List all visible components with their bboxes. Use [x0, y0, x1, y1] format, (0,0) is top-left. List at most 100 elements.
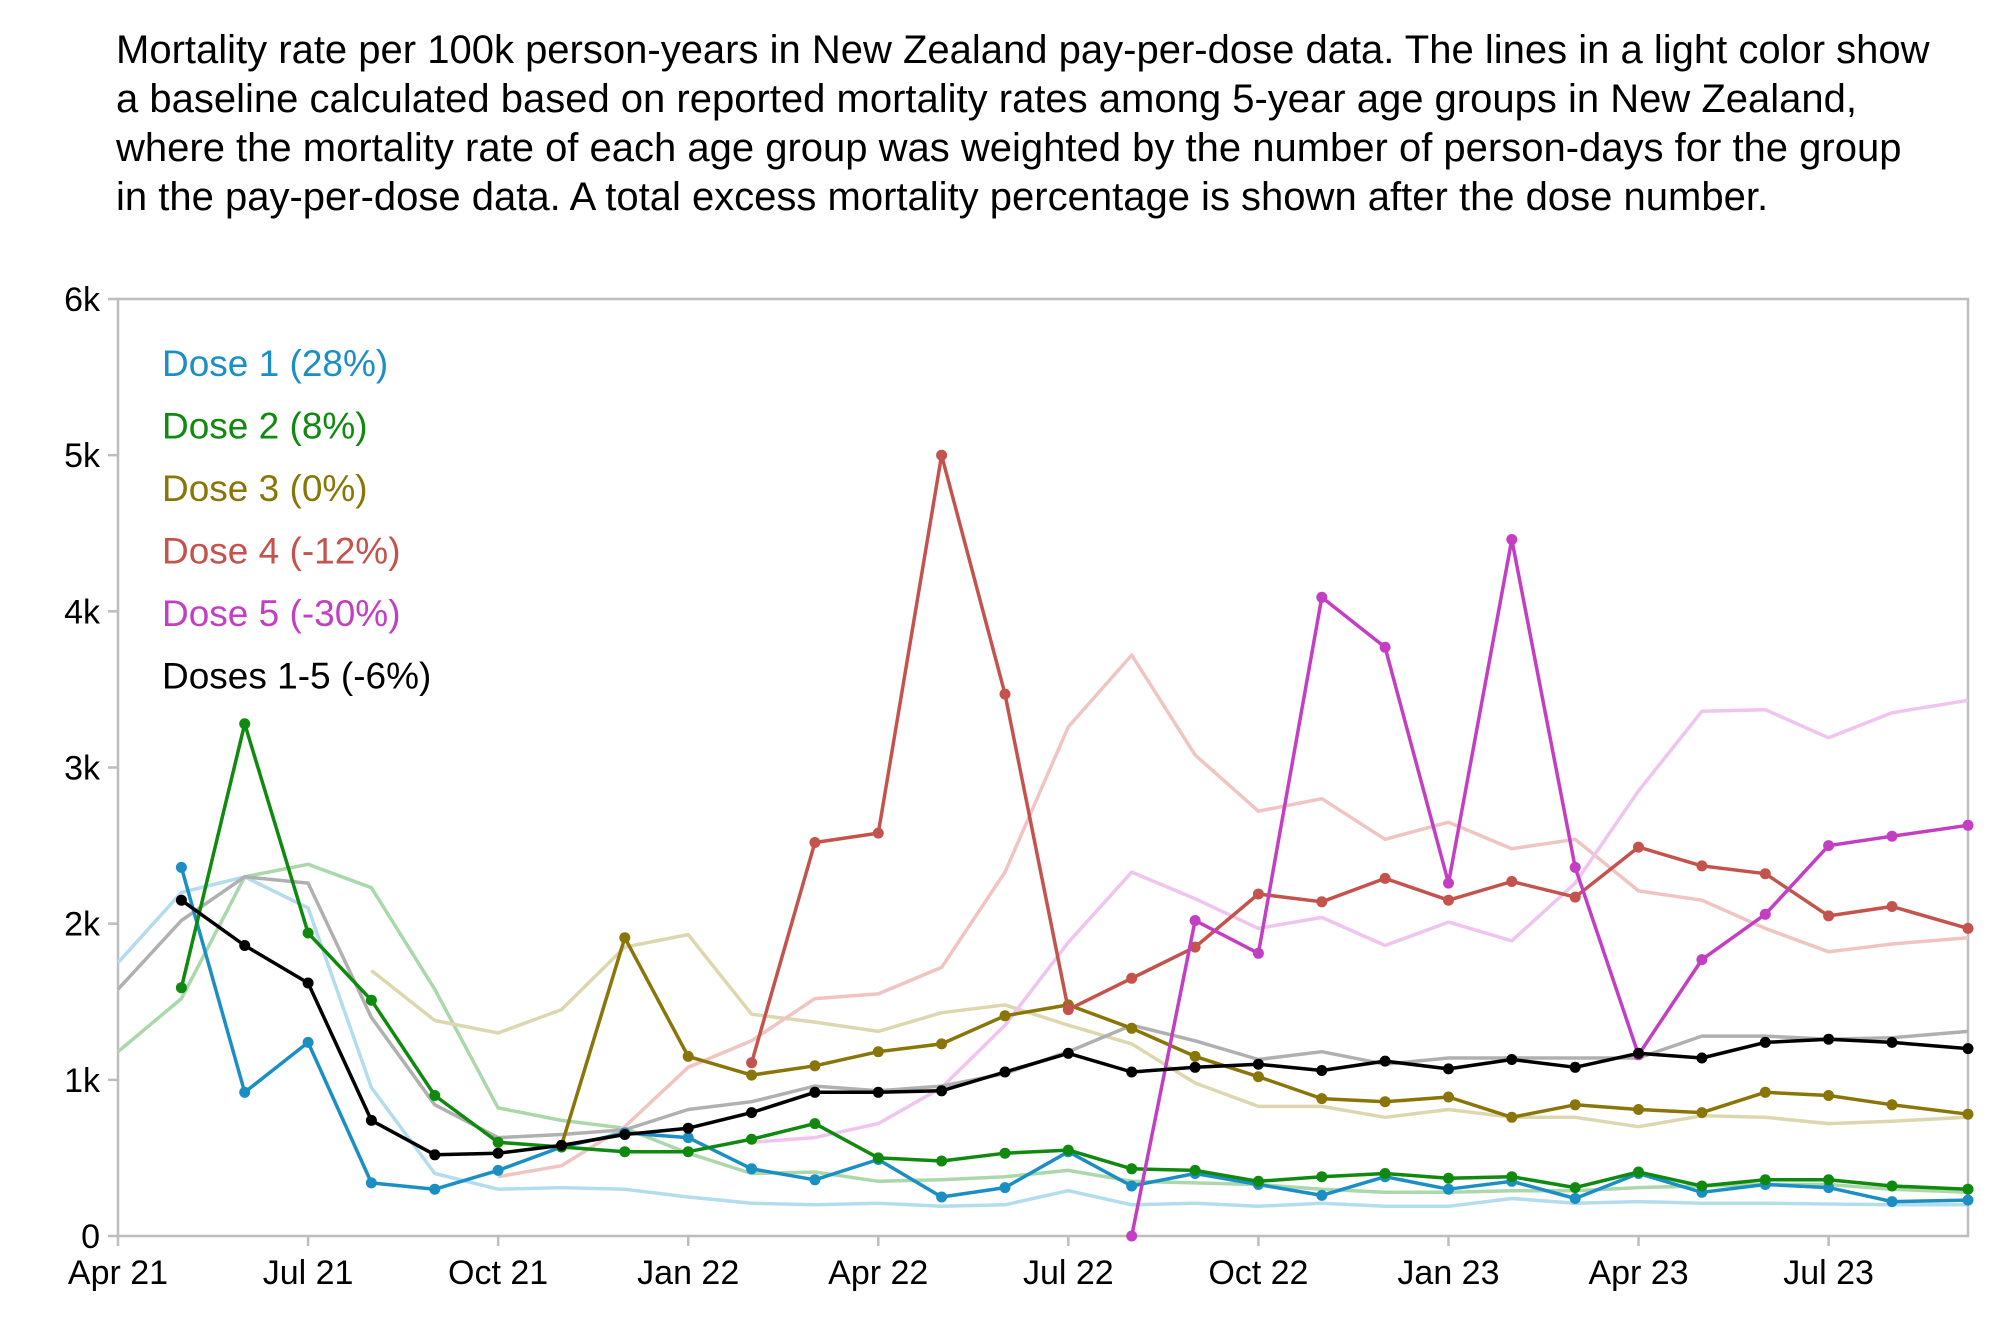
legend: Dose 1 (28%) Dose 2 (8%) Dose 3 (0%) Dose 4… [162, 343, 431, 697]
data-point [936, 449, 948, 461]
y-tick-label: 5k [64, 437, 101, 475]
baseline-line [751, 698, 1969, 1145]
data-point [1252, 1175, 1264, 1187]
legend-entry: Dose 5 (-30%) [162, 593, 401, 634]
data-point [1823, 1182, 1835, 1194]
data-point [1379, 1055, 1391, 1067]
data-point [302, 927, 314, 939]
data-point [302, 977, 314, 989]
data-point [1569, 1061, 1581, 1073]
data-point [1252, 947, 1264, 959]
data-point [1443, 1183, 1454, 1195]
data-point [492, 1147, 504, 1159]
data-point [1569, 1099, 1581, 1111]
data-point [1886, 901, 1898, 912]
data-point [746, 1163, 758, 1175]
data-point [1569, 891, 1581, 903]
data-point [1443, 877, 1454, 889]
data-point [365, 1114, 377, 1126]
data-point [619, 1129, 631, 1140]
legend-entry: Dose 2 (8%) [162, 406, 368, 447]
data-point [999, 1010, 1011, 1022]
data-point [1379, 641, 1391, 653]
data-point [1126, 1163, 1138, 1175]
data-point [1696, 1107, 1708, 1119]
data-point [175, 861, 187, 873]
legend-entry: Dose 3 (0%) [162, 468, 368, 509]
legend-entry: Dose 4 (-12%) [162, 531, 401, 572]
data-point [1506, 876, 1518, 887]
baseline-line [116, 875, 1969, 1140]
data-point [1189, 1164, 1201, 1176]
axes: 0 1k 2k 3k 4k 5k 6k Apr 21 Jul 21 Oct 21 Jan 22 Apr… [64, 281, 1970, 1292]
data-point [1886, 1036, 1898, 1048]
data-point [1759, 908, 1771, 920]
data-point [1062, 1144, 1074, 1156]
data-point [1252, 1058, 1264, 1070]
data-point [746, 1057, 758, 1069]
data-point [1569, 861, 1581, 873]
series-line [559, 935, 1969, 1146]
series-group [746, 449, 1974, 1069]
data-point [809, 1060, 821, 1072]
data-point [1759, 1036, 1771, 1048]
x-tick-label: Jan 22 [637, 1254, 739, 1292]
data-point [175, 982, 187, 994]
data-point [556, 1139, 567, 1151]
legend-entry: Doses 1-5 (-6%) [162, 656, 431, 697]
data-point [619, 1146, 631, 1158]
y-tick-label: 0 [81, 1218, 100, 1256]
data-point [809, 1174, 821, 1186]
data-point [1379, 1168, 1391, 1179]
baseline-line [497, 653, 1969, 1179]
data-point [682, 1146, 694, 1158]
data-point [1759, 1174, 1771, 1186]
baseline-line [116, 875, 1968, 1209]
chart-title: Mortality rate per 100k person-years in … [116, 28, 1930, 219]
baseline-lines [116, 653, 1969, 1209]
series-group [556, 932, 1974, 1151]
x-tick-label: Jan 23 [1397, 1254, 1499, 1292]
y-tick-label: 3k [64, 750, 101, 788]
data-point [365, 994, 377, 1006]
data-point [1189, 941, 1201, 953]
data-point [1886, 1196, 1898, 1208]
y-tick-label: 6k [64, 281, 101, 319]
data-point [1696, 860, 1708, 872]
data-point [1506, 1171, 1518, 1183]
data-point [1126, 1230, 1138, 1242]
data-point [1126, 972, 1138, 984]
data-point [1886, 1099, 1898, 1111]
data-point [1379, 1096, 1391, 1108]
data-point [1189, 1061, 1201, 1073]
data-point [1886, 1180, 1898, 1192]
data-point [1823, 1090, 1835, 1101]
data-point [1126, 1180, 1138, 1192]
data-point [1962, 1043, 1974, 1055]
data-point [1506, 1054, 1518, 1065]
data-point [1823, 1033, 1835, 1045]
data-point [1759, 1086, 1771, 1098]
data-point [1062, 1047, 1074, 1059]
data-point [872, 1086, 884, 1098]
data-point [809, 1118, 821, 1130]
data-point [1823, 910, 1835, 922]
data-point [746, 1107, 758, 1119]
data-point [1823, 1174, 1835, 1186]
data-point [1316, 1093, 1328, 1105]
data-point [1633, 1166, 1644, 1178]
baseline-line [370, 932, 1969, 1129]
data-point [1443, 1172, 1454, 1184]
data-point [1962, 1183, 1974, 1195]
data-point [1189, 915, 1201, 926]
data-point [872, 1046, 884, 1058]
baseline-line [116, 862, 1969, 1195]
x-tick-label: Jul 21 [263, 1254, 354, 1292]
series-group [175, 894, 1974, 1161]
data-point [936, 1155, 948, 1167]
y-tick-label: 2k [64, 906, 101, 944]
series-lines [175, 449, 1974, 1242]
data-point [1569, 1182, 1581, 1194]
data-point [682, 1050, 694, 1062]
data-point [999, 688, 1011, 700]
